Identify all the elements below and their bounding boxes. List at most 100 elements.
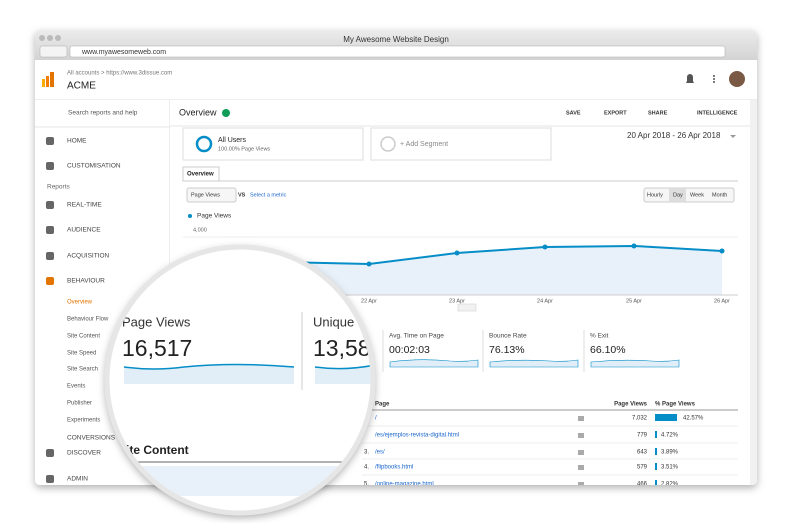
address-bar[interactable] xyxy=(69,45,726,58)
y-tick-label: 4,000 xyxy=(193,227,207,233)
period-button[interactable]: Hourly xyxy=(647,192,663,198)
page-views: 579 xyxy=(637,465,648,471)
vs: VS xyxy=(238,192,246,198)
nav-icon xyxy=(46,277,54,285)
add-segment[interactable]: + Add Segment xyxy=(400,141,448,148)
zoom-metric-value: 16,517 xyxy=(122,335,192,361)
logo xyxy=(50,72,54,87)
metric-value: 66.10% xyxy=(590,344,626,356)
zoom-metric-label: Page Views xyxy=(122,314,191,329)
page-link[interactable]: / xyxy=(375,416,377,422)
metric-value: 76.13% xyxy=(489,344,525,356)
nav-icon xyxy=(46,137,54,145)
metric-value: 00:02:03 xyxy=(389,344,430,356)
nav-item[interactable]: ADMIN xyxy=(67,476,88,483)
metric-label: Avg. Time on Page xyxy=(389,333,444,340)
page-link[interactable]: /flipbooks.html xyxy=(375,465,413,471)
nav-item[interactable]: DISCOVER xyxy=(67,450,101,457)
metric-dropdown[interactable] xyxy=(186,187,237,203)
x-tick-label: 25 Apr xyxy=(626,298,642,304)
page-views-percent: 42.57% xyxy=(683,416,704,422)
row-rank: 3. xyxy=(364,450,369,456)
column-header: Page Views xyxy=(614,402,648,408)
nav-item[interactable]: ACQUISITION xyxy=(67,253,110,260)
nav-item[interactable]: Overview xyxy=(67,300,93,306)
toolbar-action[interactable]: SAVE xyxy=(566,110,581,116)
select-metric[interactable]: Select a metric xyxy=(250,192,287,198)
bell-icon[interactable] xyxy=(686,74,694,83)
nav-item[interactable]: Site Content xyxy=(67,334,100,340)
nav-item[interactable]: Publisher xyxy=(67,401,92,407)
verified-icon xyxy=(222,109,230,117)
page-views-percent: 4.72% xyxy=(661,433,679,439)
period-buttons[interactable] xyxy=(643,187,735,203)
nav-item[interactable]: Site Speed xyxy=(67,351,96,357)
tab[interactable] xyxy=(182,166,220,182)
date-range[interactable]: 20 Apr 2018 - 26 Apr 2018 xyxy=(627,131,721,140)
zoom-metric-label: Unique xyxy=(313,314,354,329)
nav-item[interactable]: BEHAVIOUR xyxy=(67,278,105,285)
row-rank: 5. xyxy=(364,482,369,488)
x-tick-label: 24 Apr xyxy=(537,298,553,304)
search[interactable]: Search reports and help xyxy=(68,110,138,117)
page-views: 779 xyxy=(637,433,648,439)
toolbar-action[interactable]: SHARE xyxy=(648,110,668,116)
page-link[interactable]: /es/ xyxy=(375,450,385,456)
nav-buttons[interactable] xyxy=(39,45,68,58)
nav-icon xyxy=(46,201,54,209)
period-button[interactable]: Day xyxy=(673,192,683,198)
page-title: Overview xyxy=(179,107,217,117)
x-tick-label: 26 Apr xyxy=(714,298,730,304)
nav-icon xyxy=(46,252,54,260)
breadcrumb[interactable]: All accounts > https://www.3dissue.com xyxy=(67,71,172,77)
metric-select[interactable]: Page Views xyxy=(191,192,220,198)
nav-item[interactable]: Site Search xyxy=(67,367,98,373)
metric-label: Bounce Rate xyxy=(489,333,527,340)
page-views-percent: 3.51% xyxy=(661,465,679,471)
nav-section: Reports xyxy=(47,184,71,191)
page-views: 466 xyxy=(637,482,648,488)
period-button[interactable]: Week xyxy=(690,192,704,198)
x-tick-label: 23 Apr xyxy=(449,298,465,304)
toolbar-action[interactable]: EXPORT xyxy=(604,110,627,116)
nav-icon xyxy=(46,475,54,483)
page-views: 643 xyxy=(637,450,648,456)
segment-name: All Users xyxy=(218,137,247,144)
nav-icon xyxy=(46,162,54,170)
nav-item[interactable]: HOME xyxy=(67,138,87,145)
scrollbar[interactable] xyxy=(750,100,757,485)
column-header: Page xyxy=(375,402,390,408)
add-segment-card[interactable] xyxy=(370,127,552,161)
tab-label[interactable]: Overview xyxy=(187,172,214,178)
page-link[interactable]: /es/ejemplos-revista-digital.html xyxy=(375,433,459,439)
url[interactable]: www.myawesomeweb.com xyxy=(81,49,166,56)
account-name[interactable]: ACME xyxy=(67,81,96,92)
zoom-metric-value: 13,58 xyxy=(313,335,371,361)
toolbar-action[interactable]: INTELLIGENCE xyxy=(697,110,738,116)
nav-item[interactable]: Events xyxy=(67,384,85,390)
nav-icon xyxy=(46,449,54,457)
nav-item[interactable]: CONVERSIONS xyxy=(67,435,116,442)
window-title: My Awesome Website Design xyxy=(343,35,449,44)
row-rank: 4. xyxy=(364,465,369,471)
segment-card[interactable] xyxy=(182,127,364,161)
page-link[interactable]: /online-magazine.html xyxy=(375,482,434,488)
legend: Page Views xyxy=(197,213,232,220)
period-button[interactable]: Month xyxy=(712,192,727,198)
page-views-percent: 3.89% xyxy=(661,450,679,456)
column-header: % Page Views xyxy=(655,402,696,408)
nav-item[interactable]: AUDIENCE xyxy=(67,227,101,234)
nav-item[interactable]: Experiments xyxy=(67,418,100,424)
metric-label: % Exit xyxy=(590,333,609,340)
nav-icon xyxy=(46,226,54,234)
nav-item[interactable]: Behaviour Flow xyxy=(67,317,109,323)
nav-item[interactable]: REAL-TIME xyxy=(67,202,102,209)
segment-detail: 100.00% Page Views xyxy=(218,146,270,152)
zoom-section: Site Content xyxy=(118,443,189,457)
page-views-percent: 2.82% xyxy=(661,482,679,488)
nav-item[interactable]: CUSTOMISATION xyxy=(67,163,121,170)
avatar[interactable] xyxy=(729,71,745,87)
